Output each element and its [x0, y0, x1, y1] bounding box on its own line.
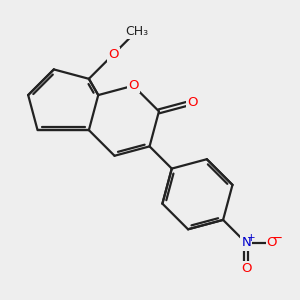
Text: O: O: [108, 48, 119, 61]
Text: −: −: [272, 232, 283, 245]
Text: O: O: [241, 262, 251, 275]
Text: CH₃: CH₃: [125, 25, 148, 38]
Text: O: O: [187, 96, 197, 109]
Text: O: O: [267, 236, 277, 250]
Text: +: +: [247, 233, 256, 243]
Text: N: N: [241, 236, 251, 250]
Text: O: O: [128, 79, 139, 92]
